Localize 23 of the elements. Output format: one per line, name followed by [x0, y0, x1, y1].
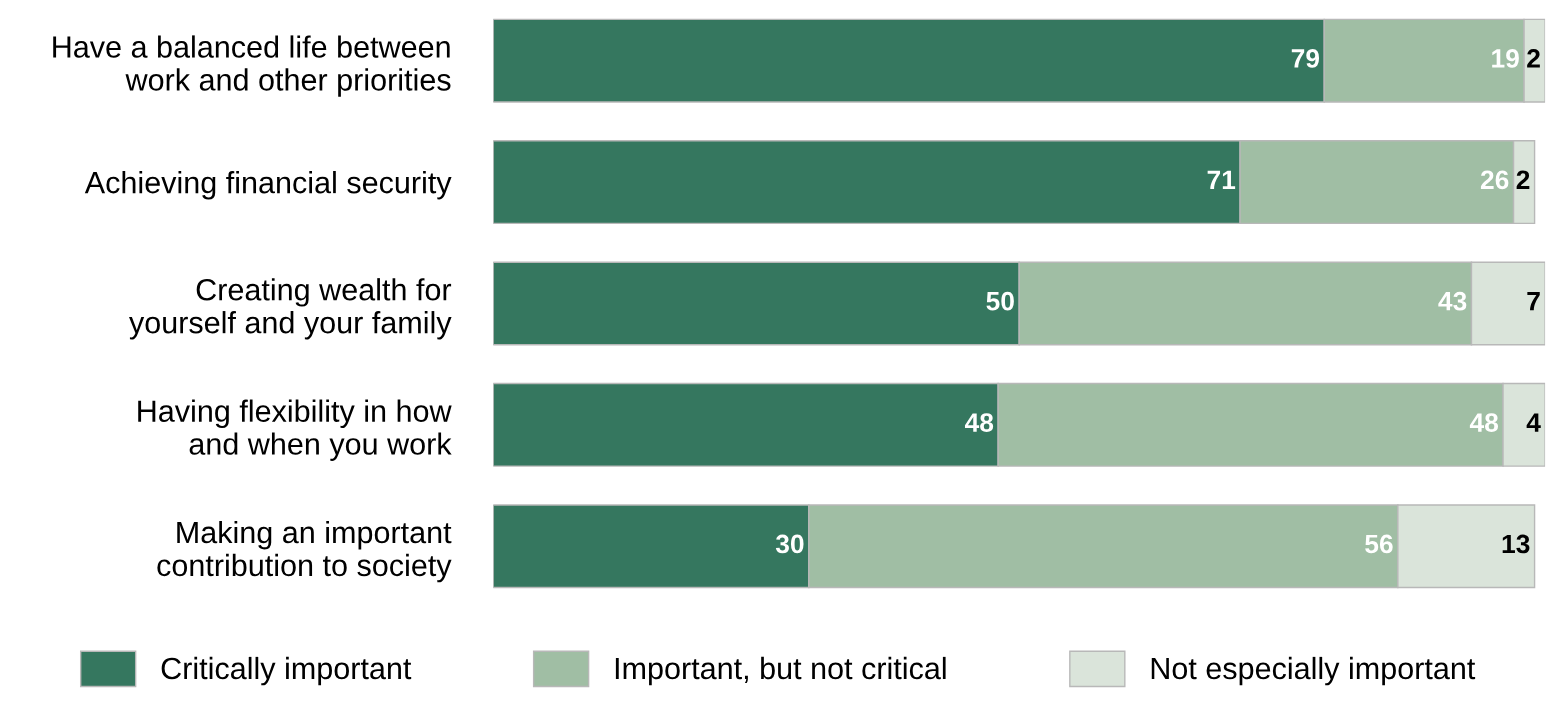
data-label: 2	[1527, 49, 1540, 68]
y-tick-label: Achieving financial security	[84, 171, 452, 200]
legend-label: Important, but not critical	[615, 656, 946, 686]
legend-label: Critically important	[161, 656, 412, 686]
data-label: 79	[1291, 49, 1320, 68]
data-label: 26	[1480, 170, 1509, 190]
data-label: 13	[1502, 534, 1530, 554]
legend-label: Not especially important	[1151, 656, 1476, 686]
y-tick-label: Making an important contribution to society	[157, 520, 452, 583]
data-label: 7	[1527, 292, 1540, 311]
data-label: 2	[1516, 170, 1530, 189]
y-tick-label: Having flexibility in how and when you work	[138, 399, 452, 461]
data-label: 50	[986, 291, 1014, 311]
data-label: 48	[1469, 413, 1499, 432]
data-label: 19	[1492, 49, 1519, 68]
data-label: 71	[1207, 170, 1236, 189]
y-tick-label: Creating wealth for yourself and your family	[129, 278, 452, 340]
data-label: 56	[1365, 534, 1393, 554]
y-tick-label: Have a balanced life between work and other priorities	[53, 35, 451, 97]
data-label: 48	[964, 413, 994, 432]
data-label: 43	[1438, 291, 1467, 311]
data-label: 4	[1526, 413, 1541, 432]
data-label: 30	[775, 534, 804, 554]
